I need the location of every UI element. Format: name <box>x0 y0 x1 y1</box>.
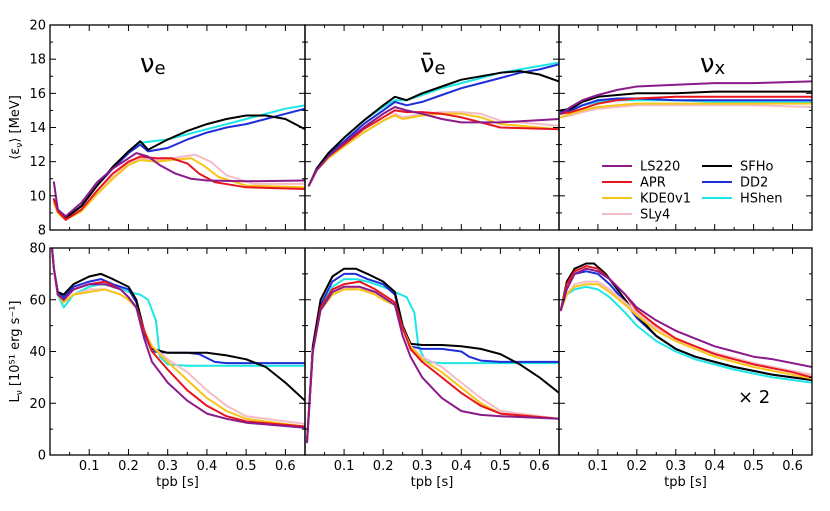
y-axis-label-energy: ⟨εν⟩ [MeV] <box>8 95 25 160</box>
series-line-ls220-energy-nux <box>559 80 812 115</box>
y-tick-label: 8 <box>38 224 46 239</box>
x-tick-label: 0.2 <box>627 459 648 474</box>
series-line-sly4-luminosity-nux <box>559 280 812 376</box>
scale-annotation: × 2 <box>738 387 770 408</box>
x-tick-label: 0.4 <box>451 459 472 474</box>
panel-label-subscript: e <box>155 58 166 79</box>
panel-label-subscript: e <box>435 58 446 79</box>
panel-energy-nux <box>559 80 812 119</box>
series-line-ls220-luminosity-nux <box>559 267 812 368</box>
x-axis-label: tpb [s] <box>664 475 707 490</box>
x-tick-label: 0.6 <box>529 459 550 474</box>
panel-energy-nue <box>52 104 305 221</box>
x-tick-label: 0.1 <box>334 459 355 474</box>
y-axis-label-main: L <box>8 395 23 403</box>
x-axis-label: tpb [s] <box>411 475 454 490</box>
panel-luminosity-nux <box>559 262 812 384</box>
y-axis-label-sub: ν <box>15 143 25 148</box>
y-axis-label-luminosity: Lν [10⁵¹ erg s⁻¹] <box>8 301 25 403</box>
y-tick-label: 16 <box>29 87 46 102</box>
x-tick-label: 0.4 <box>197 459 218 474</box>
x-tick-label: 0.6 <box>782 459 803 474</box>
series-line-apr-energy-nue <box>52 155 305 221</box>
y-axis-label-sub: ν <box>15 390 25 395</box>
series-line-apr-luminosity-nux <box>559 265 812 379</box>
series-line-apr-energy-nux <box>559 95 812 115</box>
series-line-ls220-energy-nuebar <box>307 106 559 187</box>
legend-label-apr: APR <box>640 176 666 191</box>
panel-label-symbol: ν <box>140 49 155 79</box>
x-tick-label: 0.4 <box>704 459 725 474</box>
y-axis-label-tail: ⟩ [MeV] <box>8 95 23 142</box>
series-line-sfho-luminosity-nue <box>51 248 305 402</box>
panel-luminosity-nue <box>51 248 305 429</box>
series-line-dd2-energy-nuebar <box>307 63 559 187</box>
y-tick-label: 14 <box>29 121 46 136</box>
panel-label-symbol: ν <box>700 49 715 79</box>
x-tick-label: 0.1 <box>588 459 609 474</box>
series-line-sly4-energy-nux <box>559 104 812 119</box>
legend-label-sfho: SFHo <box>740 160 774 175</box>
x-tick-label: 0.3 <box>665 459 686 474</box>
series-line-ls220-luminosity-nue <box>51 248 305 429</box>
y-tick-label: 80 <box>29 242 46 257</box>
x-tick-label: 0.5 <box>490 459 511 474</box>
x-axis-label: tpb [s] <box>156 475 199 490</box>
y-axis-label-main: ⟨ε <box>8 148 23 160</box>
y-tick-label: 0 <box>38 449 46 464</box>
series-line-hshen-luminosity-nux <box>559 285 812 384</box>
x-tick-label: 0.3 <box>412 459 433 474</box>
series-line-kde0v1-energy-nux <box>559 102 812 119</box>
series-line-kde0v1-energy-nuebar <box>307 112 559 187</box>
legend-label-dd2: DD2 <box>740 176 768 191</box>
y-tick-label: 20 <box>29 19 46 34</box>
x-tick-label: 0.1 <box>79 459 100 474</box>
tick-layer <box>50 24 813 456</box>
x-tick-label: 0.5 <box>743 459 764 474</box>
series-layer <box>51 61 812 444</box>
x-tick-label: 0.2 <box>373 459 394 474</box>
x-tick-label: 0.5 <box>236 459 257 474</box>
series-line-ls220-luminosity-nuebar <box>306 285 559 444</box>
y-tick-label: 10 <box>29 189 46 204</box>
y-tick-label: 12 <box>29 155 46 170</box>
legend-label-hshen: HShen <box>740 192 783 207</box>
panel-label-nuebar: ν̄e <box>420 49 446 79</box>
x-tick-label: 0.3 <box>157 459 178 474</box>
y-tick-label: 18 <box>29 53 46 68</box>
series-line-apr-luminosity-nuebar <box>306 280 559 444</box>
panel-luminosity-nuebar <box>306 267 559 444</box>
x-tick-label: 0.2 <box>118 459 139 474</box>
panel-label-subscript: x <box>715 58 726 79</box>
y-tick-label: 60 <box>29 293 46 308</box>
y-tick-label: 40 <box>29 345 46 360</box>
panel-label-nue: νe <box>140 49 166 79</box>
series-line-sfho-energy-nue <box>52 114 305 219</box>
y-tick-label: 20 <box>29 397 46 412</box>
panel-label-symbol: ν̄ <box>420 49 435 79</box>
series-line-sfho-energy-nux <box>559 90 812 112</box>
panel-label-nux: νx <box>700 49 726 79</box>
y-axis-label-tail: [10⁵¹ erg s⁻¹] <box>8 301 23 391</box>
legend-label-sly4: SLy4 <box>640 208 670 223</box>
panel-energy-nuebar <box>307 61 559 187</box>
x-tick-label: 0.6 <box>275 459 296 474</box>
legend-label-ls220: LS220 <box>640 160 680 175</box>
series-line-ls220-energy-nue <box>52 152 305 218</box>
series-line-hshen-luminosity-nue <box>51 248 305 367</box>
series-line-sfho-energy-nuebar <box>307 70 559 187</box>
series-line-kde0v1-luminosity-nux <box>559 283 812 380</box>
series-line-sfho-luminosity-nux <box>559 262 812 381</box>
legend-label-kde0v1: KDE0v1 <box>640 192 691 207</box>
